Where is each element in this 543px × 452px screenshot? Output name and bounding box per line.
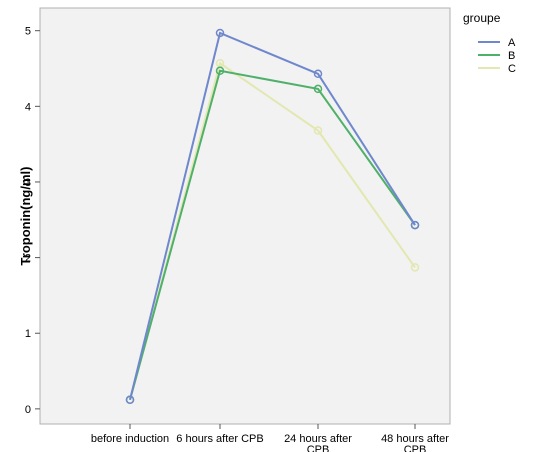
data-point-b xyxy=(313,84,323,94)
data-point-c xyxy=(410,263,420,272)
x-tick-label: before induction xyxy=(91,433,169,445)
data-point-a xyxy=(125,395,135,405)
data-point-b xyxy=(215,66,225,76)
legend-title: groupe xyxy=(463,11,501,25)
legend-label-c: C xyxy=(508,63,516,75)
data-point-a xyxy=(410,220,420,230)
data-point-a xyxy=(313,69,323,79)
data-point-a xyxy=(215,28,225,38)
series-a xyxy=(125,28,420,405)
y-axis-label: Troponin(ng/ml) xyxy=(18,167,33,266)
y-tick-label: 1 xyxy=(25,328,31,340)
data-point-c xyxy=(313,126,323,135)
series-line-a xyxy=(129,31,416,401)
x-tick-label: 24 hours after CPB xyxy=(284,433,352,452)
x-tick-label: 48 hours after CPB xyxy=(381,433,449,452)
plot-area xyxy=(39,7,451,425)
y-tick-label: 5 xyxy=(25,26,31,38)
series-layer xyxy=(125,28,420,405)
y-tick-label: 4 xyxy=(25,101,31,113)
y-tick-label: 0 xyxy=(25,404,31,416)
legend: groupe ABC xyxy=(463,11,516,75)
legend-label-b: B xyxy=(508,50,515,62)
x-tick-label: 6 hours after CPB xyxy=(176,433,263,445)
y-tick-label: 2 xyxy=(25,253,31,265)
legend-label-a: A xyxy=(508,37,516,49)
series-line-b xyxy=(129,69,416,401)
y-axis: 0 1 2 3 4 5 xyxy=(25,26,40,416)
y-tick-label: 3 xyxy=(25,177,31,189)
x-axis: before induction 6 hours after CPB 24 hour… xyxy=(91,424,449,452)
